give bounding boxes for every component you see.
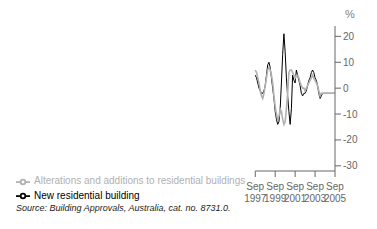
- html-text:New residential building: New residential building: [34, 189, 140, 201]
- html-text:Source: Building Approvals, Au: Source: Building Approvals, Australia, c…: [16, 203, 231, 213]
- svg-text:10: 10: [343, 57, 355, 68]
- svg-text:Sep2005: Sep2005: [324, 181, 347, 203]
- svg-text:%: %: [345, 8, 355, 20]
- svg-text:-20: -20: [343, 134, 358, 145]
- svg-text:-30: -30: [343, 160, 358, 171]
- svg-text:20: 20: [343, 31, 355, 42]
- svg-text:-10: -10: [343, 109, 358, 120]
- html-text:Alterations and additions to r: Alterations and additions to residential…: [34, 175, 246, 187]
- svg-text:0: 0: [343, 83, 349, 94]
